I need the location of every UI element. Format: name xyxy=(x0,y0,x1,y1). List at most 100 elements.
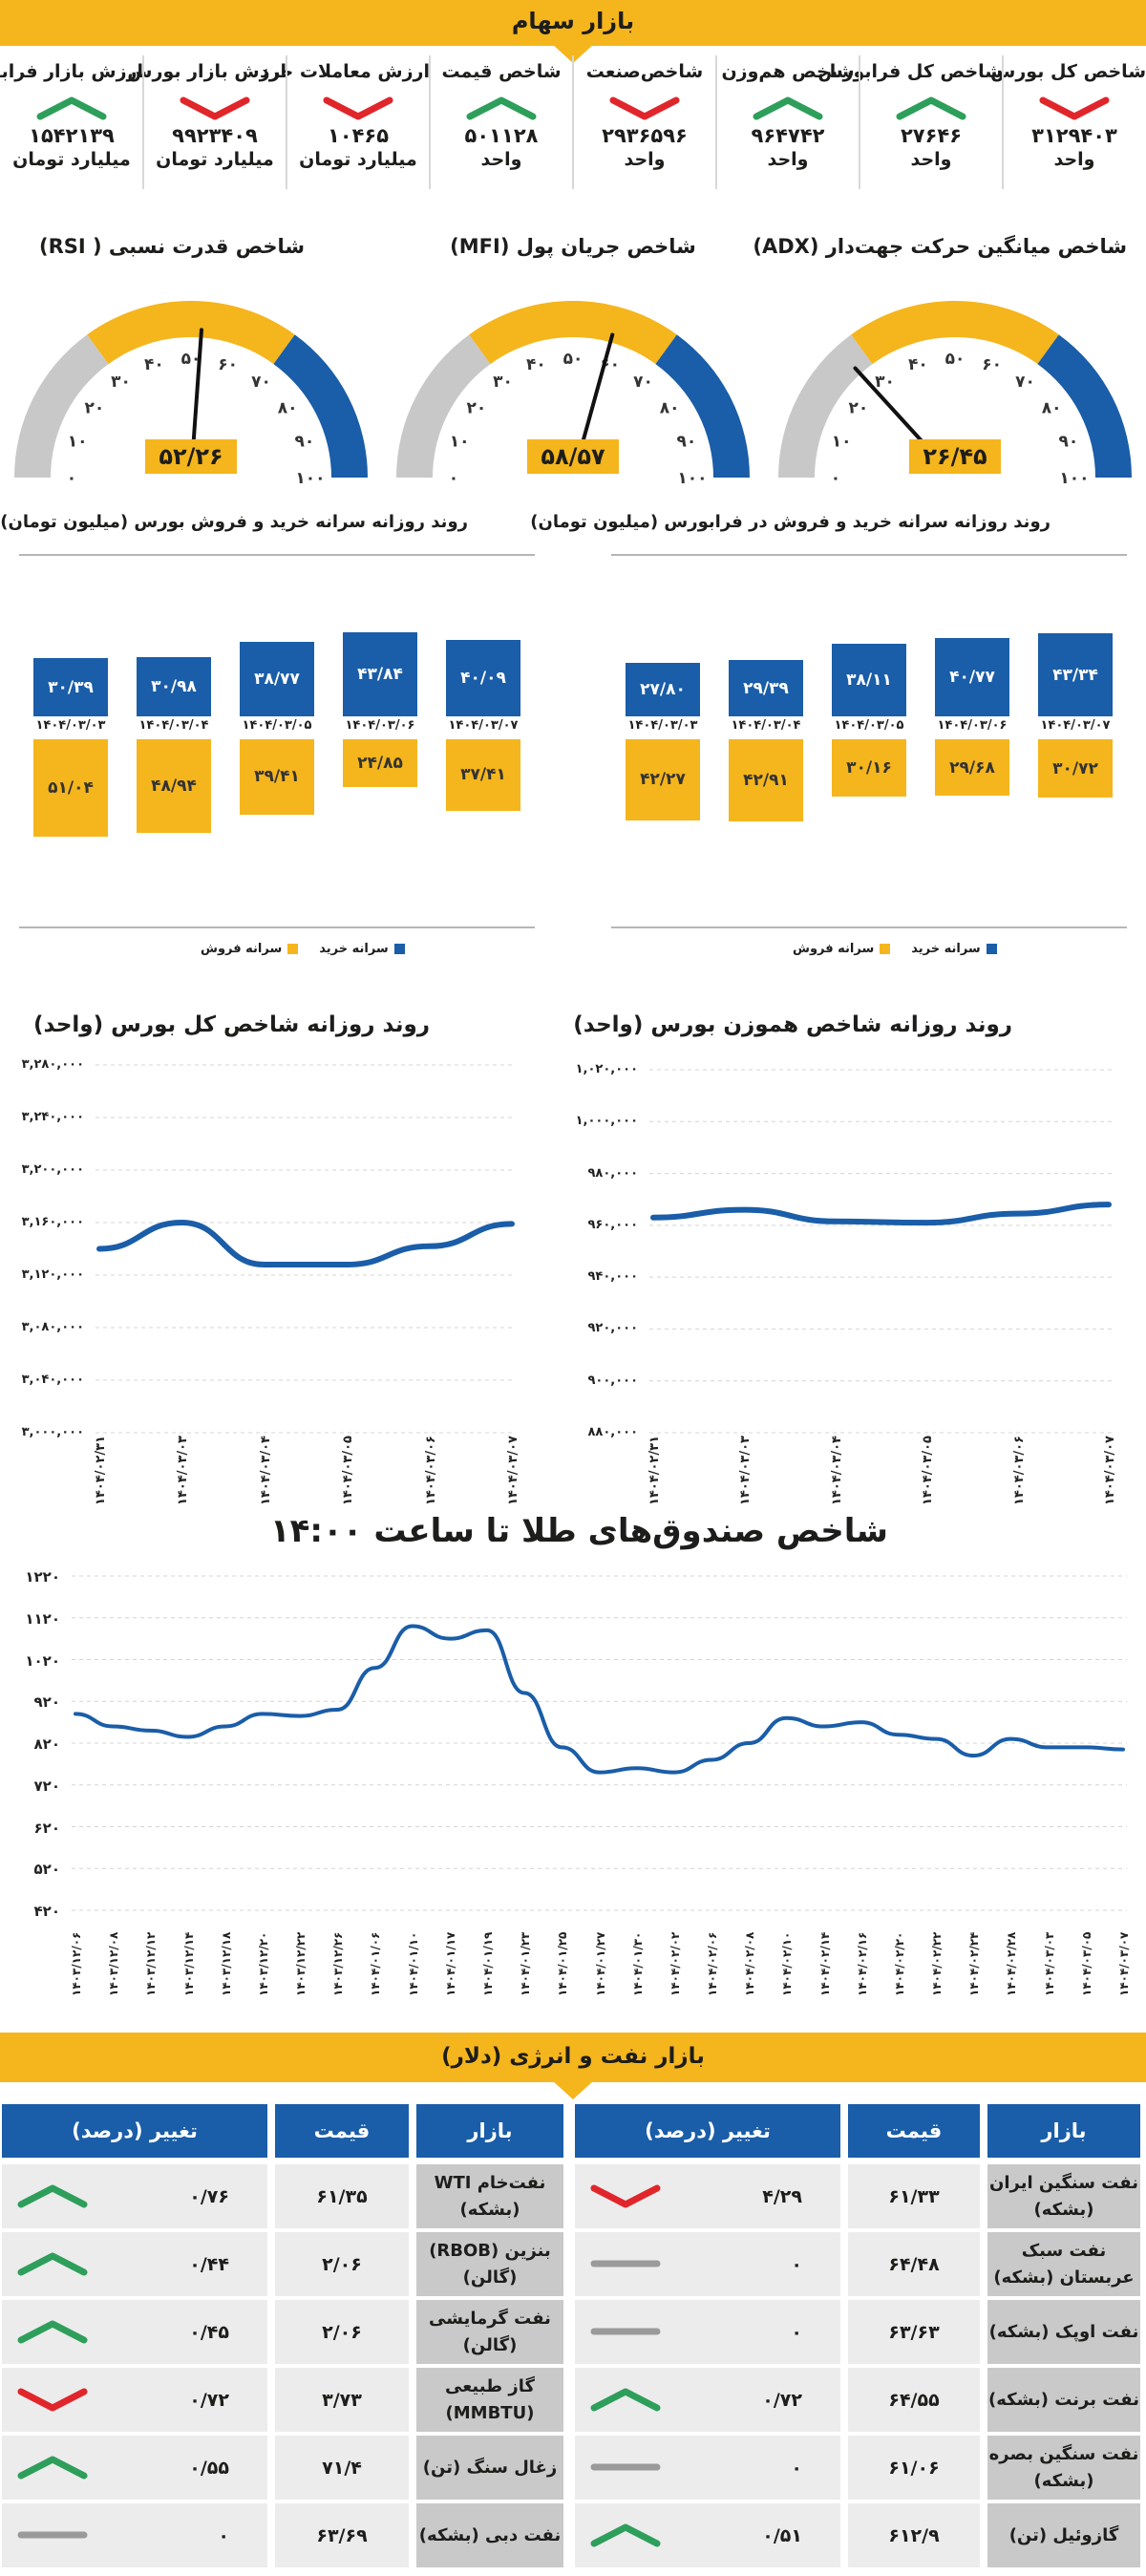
panel-rule xyxy=(611,554,1127,556)
oil-change-value: ۰/۴۵ xyxy=(189,2322,229,2343)
oil-change-cell: ۴/۲۹ xyxy=(575,2164,840,2228)
index-unit: میلیارد تومان xyxy=(12,149,131,170)
gauge-tick-label: ۸۰ xyxy=(278,399,298,418)
x-tick-label: ۱۴۰۴/۰۳/۰۷ xyxy=(1117,1931,1131,1996)
y-tick-label: ۳,۰۰۰,۰۰۰ xyxy=(21,1425,84,1439)
panel-rule xyxy=(19,554,535,556)
index-tile: شاخص کل فرابورس ۲۷۶۴۶ واحد xyxy=(817,50,1003,193)
trend-flat-icon xyxy=(590,2260,661,2267)
x-tick-label: ۱۴۰۳/۱۲/۱۲ xyxy=(144,1931,159,1996)
legend-sell: سرانه فروش xyxy=(201,942,299,956)
x-tick-label: ۱۴۰۴/۰۳/۰۷ xyxy=(1103,1436,1117,1505)
x-tick-label: ۱۴۰۴/۰۳/۰۵ xyxy=(1079,1931,1093,1996)
y-tick-label: ۷۲۰ xyxy=(33,1777,60,1795)
x-tick-label: ۱۴۰۴/۰۳/۰۳ xyxy=(1042,1931,1056,1996)
oil-change-cell: ۰ xyxy=(2,2503,267,2567)
data-point xyxy=(449,1638,451,1640)
data-point xyxy=(743,1209,745,1211)
index-tile: شاخص قیمت ۵۰۱۱۲۸ واحد xyxy=(430,50,573,193)
trend-down-icon xyxy=(323,96,393,120)
buy-bar: ۲۹/۳۹ xyxy=(729,660,803,716)
buy-bar: ۳۰/۳۹ xyxy=(33,658,108,716)
x-tick-label: ۱۴۰۴/۰۱/۱۰ xyxy=(406,1931,420,1996)
oil-change-value: ۰ xyxy=(791,2322,802,2343)
trend-down-icon xyxy=(180,96,250,120)
bar-date-label: ۱۴۰۴/۰۳/۰۷ xyxy=(1040,718,1111,733)
bar-date-label: ۱۴۰۴/۰۳/۰۳ xyxy=(627,718,698,733)
tile-divider xyxy=(286,55,287,189)
gauge-tick-label: ۷۰ xyxy=(251,373,271,392)
gauge-tick-label: ۲۰ xyxy=(84,399,104,418)
gauge-tick-label: ۱۰ xyxy=(832,432,852,451)
index-tile: ارزش بازار بورس ۹۹۲۳۴۰۹ میلیارد تومان xyxy=(127,50,286,193)
trend-up-icon xyxy=(17,2252,88,2276)
index-value: ۱۵۴۲۱۳۹ xyxy=(29,124,115,147)
gauge-tick-label: ۰ xyxy=(449,469,458,488)
tile-divider xyxy=(859,55,860,189)
index-unit: واحد xyxy=(767,149,809,170)
oil-price: ۲/۰۶ xyxy=(275,2300,409,2364)
bar-date-label: ۱۴۰۴/۰۳/۰۵ xyxy=(242,718,312,733)
oil-market-name: نفت‌خام WTI (بشکه) xyxy=(416,2164,563,2228)
data-point xyxy=(187,1735,189,1737)
gauge-title: شاخص میانگین حرکت جهت‌دار (ADX) xyxy=(753,235,1127,258)
line-chart-plot xyxy=(96,1064,516,1434)
gauge-tick-label: ۴۰ xyxy=(526,355,546,374)
index-label: شاخص قیمت xyxy=(441,61,562,82)
bar-date-label: ۱۴۰۴/۰۳/۰۵ xyxy=(834,718,904,733)
header-market: بازار xyxy=(416,2104,563,2158)
x-tick-label: ۱۴۰۴/۰۲/۲۸ xyxy=(1005,1931,1019,1996)
index-value: ۵۰۱۱۲۸ xyxy=(464,124,539,147)
data-point xyxy=(1017,1213,1019,1215)
data-point xyxy=(860,1721,862,1723)
data-point xyxy=(1009,1738,1011,1740)
index-unit: میلیارد تومان xyxy=(299,149,417,170)
tile-divider xyxy=(142,55,144,189)
gauge-tick-label: ۱۰۰ xyxy=(677,469,707,488)
gauge-tick-label: ۷۰ xyxy=(1015,373,1035,392)
index-label: شاخص کل بورس xyxy=(990,61,1146,82)
trend-up-icon xyxy=(896,96,966,120)
oil-market-name: نفت اوپک (بشکه) xyxy=(987,2300,1140,2364)
trend-down-icon xyxy=(590,2184,661,2208)
data-point xyxy=(599,1772,600,1774)
y-tick-label: ۳,۰۴۰,۰۰۰ xyxy=(21,1373,84,1387)
index-label: شاخص‌صنعت xyxy=(585,61,704,82)
oil-price: ۶۱/۰۶ xyxy=(848,2436,980,2500)
data-point xyxy=(711,1759,712,1760)
x-tick-label: ۱۴۰۳/۱۲/۰۸ xyxy=(107,1931,121,1996)
x-tick-label: ۱۴۰۴/۰۲/۲۴ xyxy=(967,1931,982,1996)
trend-up-icon xyxy=(17,2456,88,2480)
buy-bar: ۳۸/۷۷ xyxy=(240,642,314,716)
index-label: شاخص کل فرابورس xyxy=(817,61,1003,82)
y-tick-label: ۱,۰۰۰,۰۰۰ xyxy=(575,1114,638,1129)
bar-date-label: ۱۴۰۴/۰۳/۰۶ xyxy=(937,718,1008,733)
stock-market-header xyxy=(0,0,1146,46)
bar-legend: سرانه خرید سرانه فروش xyxy=(793,942,997,956)
y-tick-label: ۳,۲۴۰,۰۰۰ xyxy=(21,1110,84,1124)
oil-market-title: بازار نفت و انرژی (دلار) xyxy=(441,2044,705,2069)
series-line xyxy=(96,1219,515,1267)
oil-change-value: ۰/۴۴ xyxy=(189,2254,229,2275)
data-point xyxy=(180,1222,182,1224)
sell-bar: ۵۱/۰۴ xyxy=(33,739,108,838)
x-tick-label: ۱۴۰۳/۱۲/۱۸ xyxy=(219,1931,233,1996)
x-tick-label: ۱۴۰۴/۰۲/۱۴ xyxy=(817,1931,832,1996)
data-point xyxy=(112,1726,114,1727)
tile-divider xyxy=(572,55,574,189)
gauge-tick-label: ۷۰ xyxy=(633,373,653,392)
panel-rule xyxy=(611,926,1127,928)
x-tick-label: ۱۴۰۴/۰۲/۲۲ xyxy=(930,1931,944,1996)
data-point xyxy=(523,1692,525,1693)
gauge-tick-label: ۶۰ xyxy=(218,355,238,374)
x-tick-label: ۱۴۰۴/۰۱/۲۳ xyxy=(519,1931,533,1996)
oil-change-value: ۰/۵۱ xyxy=(762,2525,802,2546)
x-tick-label: ۱۴۰۴/۰۳/۰۵ xyxy=(341,1436,356,1505)
oil-change-cell: ۰ xyxy=(575,2232,840,2296)
oil-price: ۲/۰۶ xyxy=(275,2232,409,2296)
index-label: ارزش معاملات خرد xyxy=(259,61,430,82)
x-tick-label: ۱۴۰۴/۰۱/۰۶ xyxy=(369,1931,383,1996)
gauge-tick-label: ۹۰ xyxy=(1058,432,1078,451)
index-label: ارزش بازار بورس xyxy=(127,61,286,82)
